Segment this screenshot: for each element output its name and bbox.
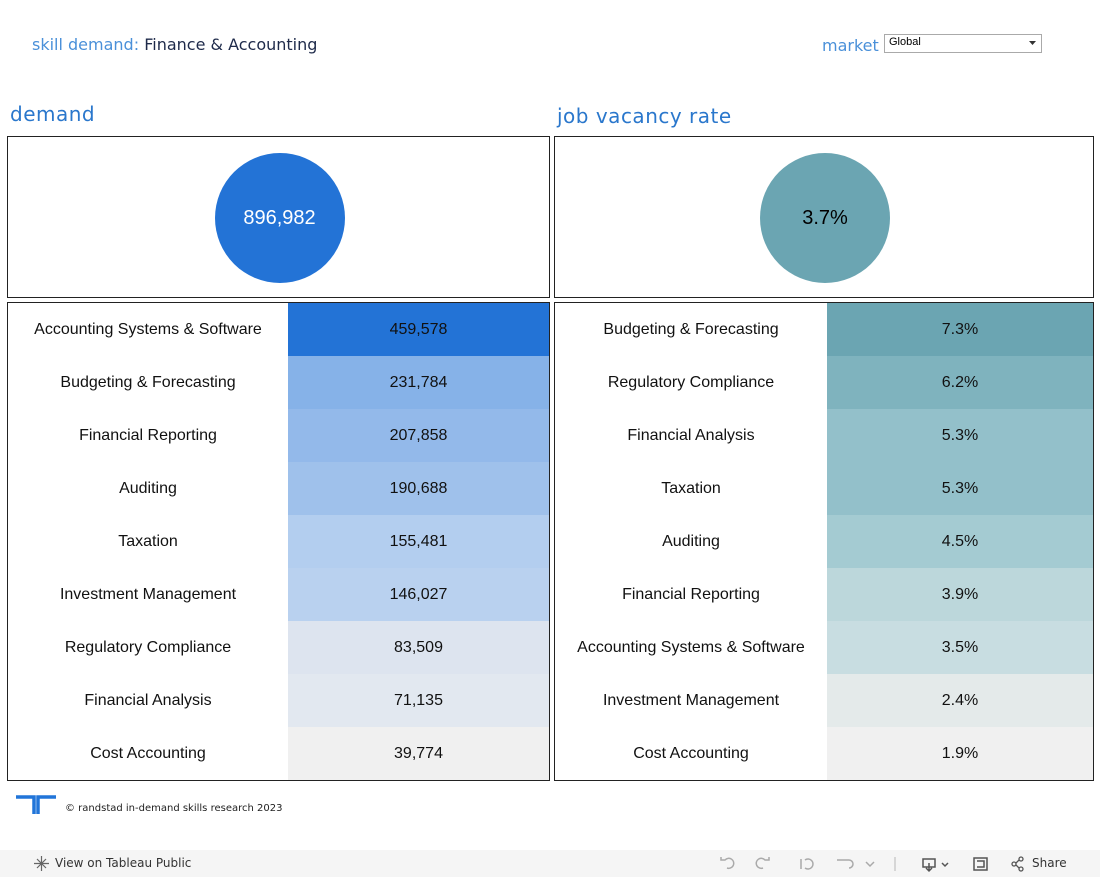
row-label: Financial Reporting [622,585,760,603]
share[interactable]: Share [1032,856,1067,870]
share-icon [1011,856,1024,872]
toolbar-icons [720,857,988,873]
credit: © randstad in-demand skills research 202… [65,803,283,814]
tableau-icon [34,856,49,871]
header-prefix: skill demand: [32,35,140,54]
row-label: Cost Accounting [90,744,206,762]
row-value: 7.3% [827,303,1093,356]
row-label: Investment Management [59,585,237,603]
row-value: 5.3% [827,409,1093,462]
row-label: Budgeting & Forecasting [60,373,236,391]
dropdown-arrow [1029,41,1036,45]
row-value: 231,784 [288,356,549,409]
row-label: Taxation [661,479,721,497]
row-value: 3.9% [827,568,1093,621]
row-label: Regulatory Compliance [607,373,775,391]
filter-label: market [822,36,879,55]
toolbar: View on Tableau Public Share [0,850,1100,877]
row-value: 190,688 [288,462,549,515]
market-dropdown[interactable]: Global [884,34,1042,53]
kpi-value: 896,982 [243,206,316,229]
table-box: Accounting Systems & Software 459,578 Budg… [7,302,550,781]
table-box: Budgeting & Forecasting 7.3% Regulatory Co… [554,302,1094,781]
row-value: 71,135 [288,674,549,727]
row-label: Investment Management [602,691,780,709]
kpi-box: 3.7% [554,136,1094,298]
row-value: 39,774 [288,727,549,780]
row-value: 3.5% [827,621,1093,674]
row-label: Regulatory Compliance [64,638,232,656]
row-label: Auditing [119,479,177,497]
row-label: Taxation [118,532,178,550]
header: skill demand: Finance & Accounting [32,35,317,54]
row-label: Financial Reporting [79,426,217,444]
kpi-circle: 896,982 [214,153,345,283]
row-value: 6.2% [827,356,1093,409]
header-topic: Finance & Accounting [144,35,318,54]
row-label: Financial Analysis [627,426,755,444]
row-value: 155,481 [288,515,549,568]
view-link[interactable]: View on Tableau Public [55,856,192,870]
randstad-logo [16,795,56,814]
row-label: Accounting Systems & Software [577,638,805,656]
row-value: 1.9% [827,727,1093,780]
row-value: 207,858 [288,409,549,462]
kpi-circle: 3.7% [760,153,890,283]
row-label: Budgeting & Forecasting [603,320,779,338]
kpi-box: 896,982 [7,136,550,298]
row-label: Cost Accounting [633,744,749,762]
panel-title: demand [10,102,96,126]
row-label: Financial Analysis [84,691,212,709]
row-label: Accounting Systems & Software [34,320,262,338]
row-label: Auditing [662,532,720,550]
panel-title: job vacancy rate [557,104,732,128]
kpi-value: 3.7% [802,206,848,229]
row-value: 83,509 [288,621,549,674]
row-value: 2.4% [827,674,1093,727]
row-value: 5.3% [827,462,1093,515]
row-value: 4.5% [827,515,1093,568]
row-value: 459,578 [288,303,549,356]
dropdown-value: Global [889,36,921,48]
row-value: 146,027 [288,568,549,621]
